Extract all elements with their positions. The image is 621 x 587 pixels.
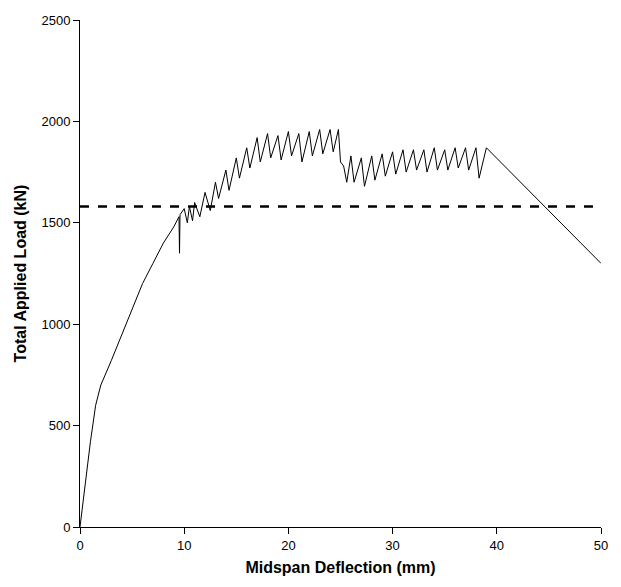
svg-text:40: 40 [490, 538, 504, 553]
svg-text:30: 30 [385, 538, 399, 553]
svg-text:Midspan Deflection (mm): Midspan Deflection (mm) [245, 559, 435, 576]
svg-text:Total Applied Load (kN): Total Applied Load (kN) [12, 185, 29, 363]
svg-text:50: 50 [594, 538, 608, 553]
svg-text:10: 10 [177, 538, 191, 553]
svg-text:2000: 2000 [41, 114, 70, 129]
svg-text:2500: 2500 [41, 13, 70, 28]
svg-text:500: 500 [49, 418, 71, 433]
svg-text:0: 0 [63, 520, 70, 535]
svg-text:1000: 1000 [41, 317, 70, 332]
svg-text:1500: 1500 [41, 215, 70, 230]
svg-text:20: 20 [281, 538, 295, 553]
svg-text:0: 0 [76, 538, 83, 553]
